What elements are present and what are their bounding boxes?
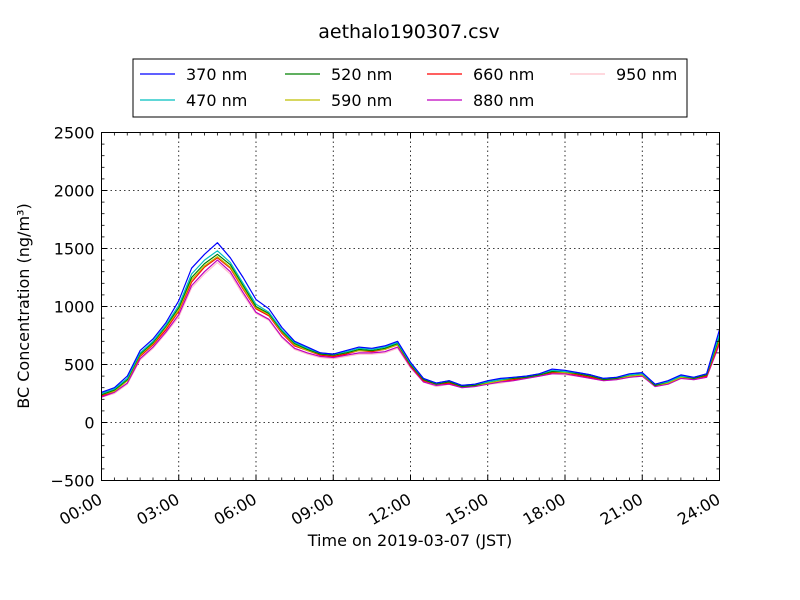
legend-box: [132, 58, 688, 118]
y-axis-label: BC Concentration (ng/m³): [14, 203, 33, 408]
x-tick-label: 12:00: [365, 490, 414, 530]
legend-label: 470 nm: [186, 91, 247, 110]
ticks: [101, 132, 720, 481]
legend-label: 370 nm: [186, 65, 247, 84]
x-tick-label: 15:00: [442, 490, 491, 530]
x-tick-label: 21:00: [597, 490, 646, 530]
grid: [101, 132, 720, 481]
plot-frame: [101, 132, 720, 481]
y-tick-label: 500: [64, 356, 95, 375]
x-tick-label: 24:00: [674, 490, 723, 530]
legend-label: 660 nm: [473, 65, 534, 84]
series-line-370-nm: [101, 242, 721, 393]
chart-title: aethalo190307.csv: [318, 21, 500, 43]
y-tick-label: 2000: [54, 182, 95, 201]
tick-labels: 00:00 03:00 06:00 09:00 12:00 15:00 18:00 21:00…: [51, 124, 724, 530]
legend: 370 nm 470 nm 520 nm 590 nm 660 nm 880 nm 950 …: [132, 58, 688, 118]
x-tick-label: 18:00: [520, 490, 569, 530]
y-tick-label: 1500: [54, 240, 95, 259]
y-tick-label: 0: [84, 414, 94, 433]
x-axis-label: Time on 2019-03-07 (JST): [307, 531, 512, 550]
legend-label: 520 nm: [331, 65, 392, 84]
y-tick-label: −500: [51, 472, 95, 491]
series-layer: [101, 242, 721, 398]
series-line-520-nm: [101, 253, 721, 396]
y-tick-label: 1000: [54, 298, 95, 317]
legend-label: 590 nm: [331, 91, 392, 110]
legend-label: 880 nm: [473, 91, 534, 110]
series-line-880-nm: [101, 259, 721, 398]
legend-label: 950 nm: [616, 65, 677, 84]
x-tick-label: 06:00: [211, 490, 260, 530]
y-tick-label: 2500: [54, 124, 95, 143]
x-tick-label: 09:00: [288, 490, 337, 530]
x-tick-label: 00:00: [56, 490, 105, 530]
x-tick-label: 03:00: [133, 490, 182, 530]
